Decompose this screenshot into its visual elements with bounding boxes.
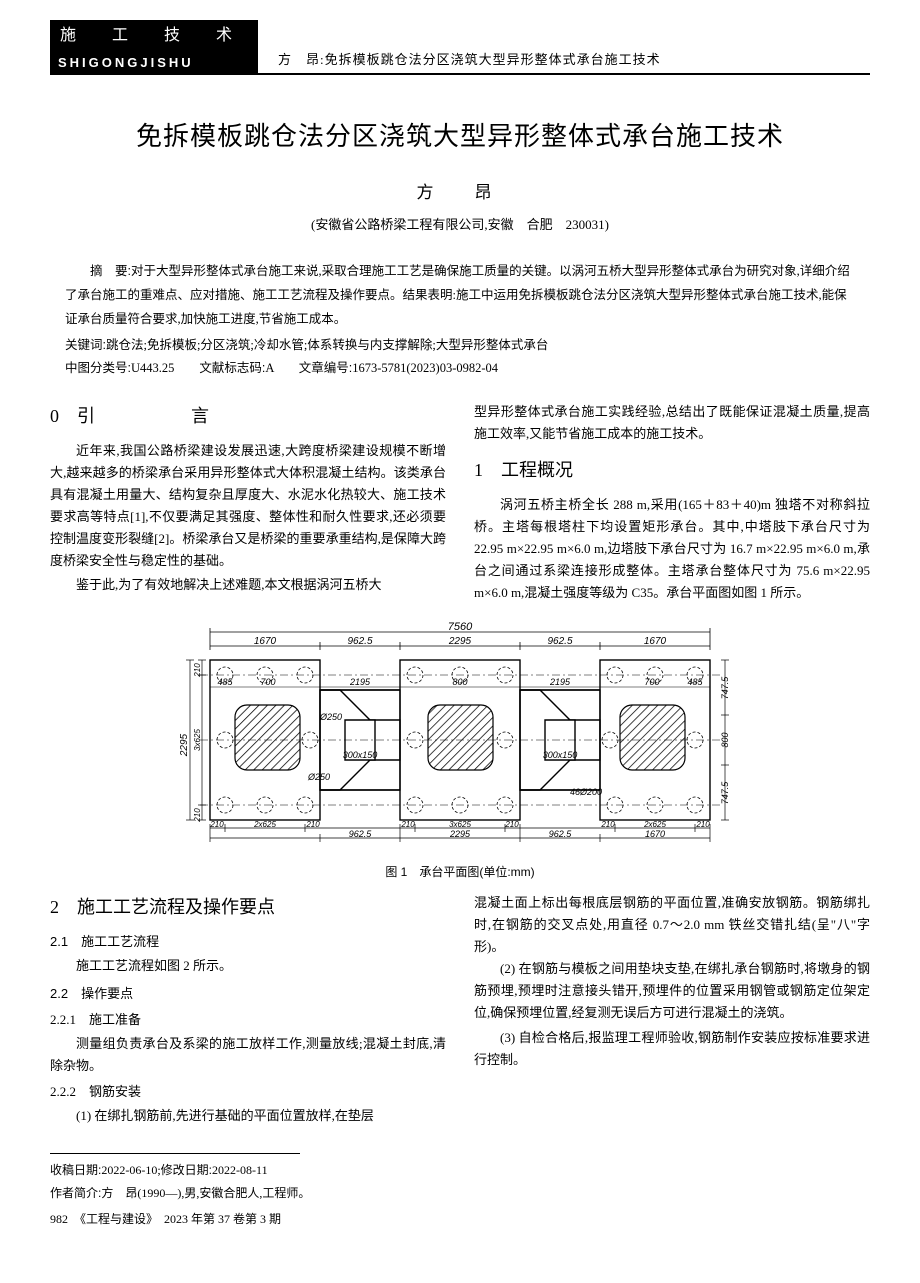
svg-text:210: 210 xyxy=(400,820,415,829)
two-column-body: 0 引 言 近年来,我国公路桥梁建设发展迅速,大跨度桥梁建设规模不断增大,越来越… xyxy=(50,401,870,606)
svg-text:210: 210 xyxy=(305,820,320,829)
sec1-p1: 涡河五桥主桥全长 288 m,采用(165＋83＋40)m 独塔不对称斜拉桥。主… xyxy=(474,494,870,604)
svg-text:2195: 2195 xyxy=(349,677,371,687)
svg-text:Ø250: Ø250 xyxy=(319,712,342,722)
svg-text:962.5: 962.5 xyxy=(347,636,372,647)
svg-text:210: 210 xyxy=(695,820,710,829)
header-category-cn: 施 工 技 术 xyxy=(50,20,258,51)
left-column-2: 2 施工工艺流程及操作要点 2.1 施工工艺流程 施工工艺流程如图 2 所示。 … xyxy=(50,892,446,1129)
svg-text:485: 485 xyxy=(687,677,703,687)
page-footer: 982 《工程与建设》 2023 年第 37 卷第 3 期 xyxy=(50,1209,870,1229)
svg-text:747.5: 747.5 xyxy=(720,676,730,700)
p-2-1: 施工工艺流程如图 2 所示。 xyxy=(50,955,446,977)
meta-line: 中图分类号:U443.25 文献标志码:A 文章编号:1673-5781(202… xyxy=(65,357,855,381)
svg-text:3x625: 3x625 xyxy=(193,729,202,751)
subsection-2-1: 2.1 施工工艺流程 xyxy=(50,931,446,953)
svg-text:210: 210 xyxy=(600,820,615,829)
subsubsection-2-2-1: 2.2.1 施工准备 xyxy=(50,1009,446,1031)
author-bio-line: 作者简介:方 昂(1990—),男,安徽合肥人,工程师。 xyxy=(50,1183,870,1203)
svg-text:747.5: 747.5 xyxy=(720,781,730,805)
svg-text:2x625: 2x625 xyxy=(643,820,666,829)
svg-text:962.5: 962.5 xyxy=(547,636,572,647)
svg-text:1670: 1670 xyxy=(644,636,667,647)
p-2-2-1: 测量组负责承台及系梁的施工放样工作,测量放线;混凝土封底,清除杂物。 xyxy=(50,1033,446,1077)
p-2-2-2a: (1) 在绑扎钢筋前,先进行基础的平面位置放样,在垫层 xyxy=(50,1105,446,1127)
svg-text:210: 210 xyxy=(504,820,519,829)
subsubsection-2-2-2: 2.2.2 钢筋安装 xyxy=(50,1081,446,1103)
header-category-pinyin: SHIGONGJISHU xyxy=(50,51,258,75)
svg-text:800: 800 xyxy=(452,677,467,687)
subsection-2-2: 2.2 操作要点 xyxy=(50,983,446,1005)
page-number: 982 xyxy=(50,1212,68,1226)
sec0-p1: 近年来,我国公路桥梁建设发展迅速,大跨度桥梁建设规模不断增大,越来越多的桥梁承台… xyxy=(50,440,446,573)
svg-text:210: 210 xyxy=(193,808,202,823)
received-date-line: 收稿日期:2022-06-10;修改日期:2022-08-11 xyxy=(50,1160,870,1180)
p-2-2-2a-cont: 混凝土面上标出每根底层钢筋的平面位置,准确安放钢筋。钢筋绑扎时,在钢筋的交叉点处… xyxy=(474,892,870,958)
right-column: 型异形整体式承台施工实践经验,总结出了既能保证混凝土质量,提高施工效率,又能节省… xyxy=(474,401,870,606)
svg-text:700: 700 xyxy=(644,677,659,687)
svg-text:Ø250: Ø250 xyxy=(307,772,330,782)
right-column-2: 混凝土面上标出每根底层钢筋的平面位置,准确安放钢筋。钢筋绑扎时,在钢筋的交叉点处… xyxy=(474,892,870,1129)
svg-text:7560: 7560 xyxy=(448,621,473,633)
section-0-heading: 0 引 言 xyxy=(50,401,446,432)
left-column: 0 引 言 近年来,我国公路桥梁建设发展迅速,大跨度桥梁建设规模不断增大,越来越… xyxy=(50,401,446,606)
section-2-heading: 2 施工工艺流程及操作要点 xyxy=(50,892,446,923)
svg-text:210: 210 xyxy=(193,663,202,678)
svg-text:3x625: 3x625 xyxy=(449,820,471,829)
p-2-2-2c: (3) 自检合格后,报监理工程师验收,钢筋制作安装应按标准要求进行控制。 xyxy=(474,1027,870,1071)
keywords-label: 关键词: xyxy=(65,338,106,352)
running-head: 方 昂:免拆模板跳仓法分区浇筑大型异形整体式承台施工技术 xyxy=(258,49,870,75)
author-name: 方 昂 xyxy=(50,179,870,208)
svg-text:2295: 2295 xyxy=(449,829,471,839)
svg-text:46Ø200: 46Ø200 xyxy=(570,787,602,797)
svg-text:962.5: 962.5 xyxy=(549,829,573,839)
svg-text:300x150: 300x150 xyxy=(543,750,578,760)
two-column-body-2: 2 施工工艺流程及操作要点 2.1 施工工艺流程 施工工艺流程如图 2 所示。 … xyxy=(50,892,870,1129)
figure-1-svg: 7560 1670 962.5 2295 962.5 1670 xyxy=(140,620,780,850)
svg-text:1670: 1670 xyxy=(254,636,277,647)
svg-text:2295: 2295 xyxy=(448,636,472,647)
figure-1-caption: 图 1 承台平面图(单位:mm) xyxy=(50,862,870,882)
keywords-line: 关键词:跳仓法;免拆模板;分区浇筑;冷却水管;体系转换与内支撑解除;大型异形整体… xyxy=(65,334,855,358)
abstract-block: 摘 要:对于大型异形整体式承台施工来说,采取合理施工工艺是确保施工质量的关键。以… xyxy=(65,260,855,381)
svg-text:1670: 1670 xyxy=(645,829,665,839)
abstract-label: 摘 要: xyxy=(90,264,131,278)
issue-info: 2023 年第 37 卷第 3 期 xyxy=(164,1212,281,1226)
svg-text:485: 485 xyxy=(217,677,233,687)
svg-text:800: 800 xyxy=(720,733,730,748)
footer-rule xyxy=(50,1153,300,1154)
sec0-p3-continuation: 型异形整体式承台施工实践经验,总结出了既能保证混凝土质量,提高施工效率,又能节省… xyxy=(474,401,870,445)
figure-1: 7560 1670 962.5 2295 962.5 1670 xyxy=(50,620,870,881)
page-header: 施 工 技 术 SHIGONGJISHU 方 昂:免拆模板跳仓法分区浇筑大型异形… xyxy=(50,20,870,75)
svg-text:2295: 2295 xyxy=(179,734,190,758)
author-affiliation: (安徽省公路桥梁工程有限公司,安徽 合肥 230031) xyxy=(50,214,870,236)
svg-text:210: 210 xyxy=(209,820,224,829)
section-1-heading: 1 工程概况 xyxy=(474,455,870,486)
journal-name: 《工程与建设》 xyxy=(74,1212,158,1226)
p-2-2-2b: (2) 在钢筋与模板之间用垫块支垫,在绑扎承台钢筋时,将墩身的钢筋预埋,预埋时注… xyxy=(474,958,870,1024)
sec0-p2: 鉴于此,为了有效地解决上述难题,本文根据涡河五桥大 xyxy=(50,574,446,596)
svg-text:700: 700 xyxy=(260,677,275,687)
svg-text:300x150: 300x150 xyxy=(343,750,378,760)
abstract-text: 摘 要:对于大型异形整体式承台施工来说,采取合理施工工艺是确保施工质量的关键。以… xyxy=(65,260,855,331)
article-title: 免拆模板跳仓法分区浇筑大型异形整体式承台施工技术 xyxy=(50,115,870,159)
svg-text:2x625: 2x625 xyxy=(253,820,276,829)
svg-text:2195: 2195 xyxy=(549,677,571,687)
svg-text:962.5: 962.5 xyxy=(349,829,373,839)
